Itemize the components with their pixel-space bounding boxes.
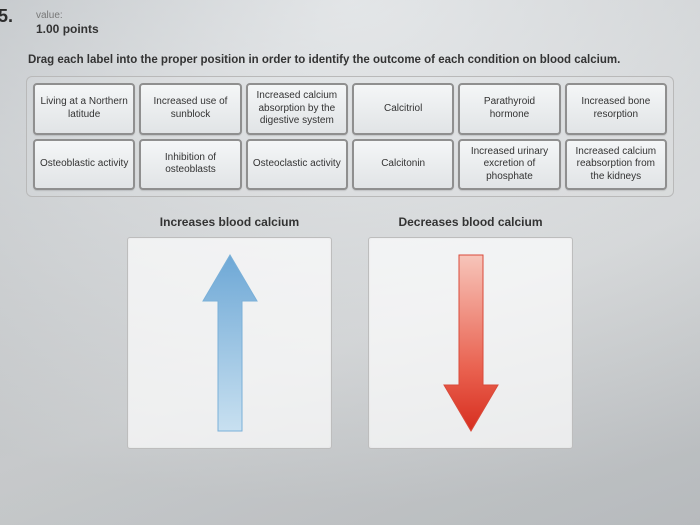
value-label: value: — [36, 10, 674, 21]
drag-label[interactable]: Inhibition of osteoblasts — [139, 139, 241, 191]
decrease-drop-box[interactable] — [368, 237, 573, 449]
labels-row-2: Osteoblastic activity Inhibition of oste… — [33, 139, 667, 191]
drag-label[interactable]: Calcitonin — [352, 139, 454, 191]
decrease-zone: Decreases blood calcium — [368, 215, 573, 449]
drag-label[interactable]: Increased use of sunblock — [139, 83, 241, 135]
drag-label[interactable]: Living at a Northern latitude — [33, 83, 135, 135]
decrease-zone-title: Decreases blood calcium — [398, 215, 542, 229]
drop-zones: Increases blood calcium Decreases blood … — [26, 215, 674, 449]
labels-row-1: Living at a Northern latitude Increased … — [33, 83, 667, 135]
drag-label[interactable]: Increased calcium absorption by the dige… — [246, 83, 348, 135]
labels-bank: Living at a Northern latitude Increased … — [26, 76, 674, 197]
increase-zone: Increases blood calcium — [127, 215, 332, 449]
question-screen: 5. value: 1.00 points Drag each label in… — [0, 0, 700, 525]
down-arrow-icon — [440, 251, 502, 435]
instruction-text: Drag each label into the proper position… — [28, 54, 674, 66]
points-value: 1.00 points — [36, 22, 674, 36]
question-number: 5. — [0, 6, 13, 27]
up-arrow-icon — [199, 251, 261, 435]
drag-label[interactable]: Increased bone resorption — [565, 83, 667, 135]
drag-label[interactable]: Parathyroid hormone — [458, 83, 560, 135]
drag-label[interactable]: Increased calcium reabsorption from the … — [565, 139, 667, 191]
drag-label[interactable]: Increased urinary excretion of phosphate — [458, 139, 560, 191]
drag-label[interactable]: Osteoclastic activity — [246, 139, 348, 191]
increase-drop-box[interactable] — [127, 237, 332, 449]
drag-label[interactable]: Osteoblastic activity — [33, 139, 135, 191]
drag-label[interactable]: Calcitriol — [352, 83, 454, 135]
increase-zone-title: Increases blood calcium — [160, 215, 299, 229]
